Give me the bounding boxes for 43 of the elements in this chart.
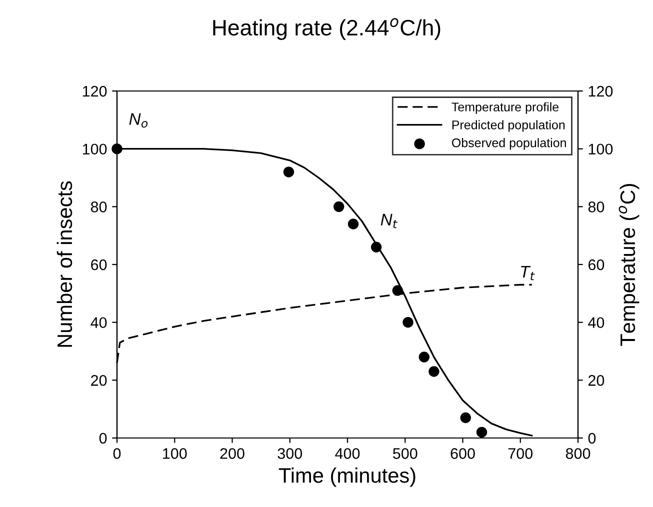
y-tick-label: 0 — [99, 432, 107, 444]
y-tick-label: 120 — [82, 86, 107, 97]
y2-tick-label: 60 — [588, 259, 604, 270]
y2-tick-label: 100 — [588, 144, 613, 155]
x-tick-label: 400 — [335, 448, 360, 459]
annotation: N$_{t}$ — [380, 214, 398, 228]
legend-label: Predicted population — [452, 120, 565, 132]
y-axis-title: Number of insects — [56, 181, 72, 347]
x-tick-label: 800 — [566, 448, 590, 459]
point — [460, 412, 471, 424]
y-tick-label: 40 — [90, 317, 107, 328]
y2-tick-label: 80 — [588, 202, 604, 212]
annotation: T$_{t}$ — [521, 266, 535, 280]
y-tick-label: 100 — [82, 144, 107, 155]
y2-tick-label: 40 — [588, 317, 604, 328]
legend-label: Temperature profile — [452, 102, 559, 114]
point — [348, 218, 359, 230]
point — [112, 143, 122, 154]
point — [476, 426, 488, 438]
x-tick-label: 200 — [220, 448, 244, 459]
x-axis-title: Time (minutes) — [278, 468, 416, 487]
chart-title: Heating rate (2.44$^{o}$C/h) — [213, 18, 440, 40]
y-tick-label: 80 — [90, 202, 107, 212]
y2-tick-label: 20 — [588, 375, 604, 386]
point — [418, 352, 430, 362]
point — [428, 366, 440, 377]
x-tick-label: 100 — [163, 448, 187, 459]
x-tick-label: 300 — [278, 448, 302, 459]
y2-tick-label: 0 — [588, 432, 596, 444]
y-tick-label: 20 — [91, 375, 107, 386]
x-tick-label: 0 — [113, 448, 121, 459]
y-tick-label: 60 — [91, 259, 107, 270]
point — [283, 166, 294, 178]
x-tick-label: 500 — [392, 448, 418, 459]
point — [402, 316, 414, 328]
y2-tick-label: 120 — [588, 86, 613, 97]
y2-axis-title: Temperature ($^{o}$C) — [618, 184, 640, 346]
annotation: N$_{o}$ — [129, 113, 148, 128]
x-tick-label: 700 — [508, 448, 533, 459]
point — [334, 201, 344, 212]
x-tick-label: 600 — [450, 448, 475, 459]
legend-label: Observed population — [452, 138, 566, 150]
point — [370, 242, 382, 253]
